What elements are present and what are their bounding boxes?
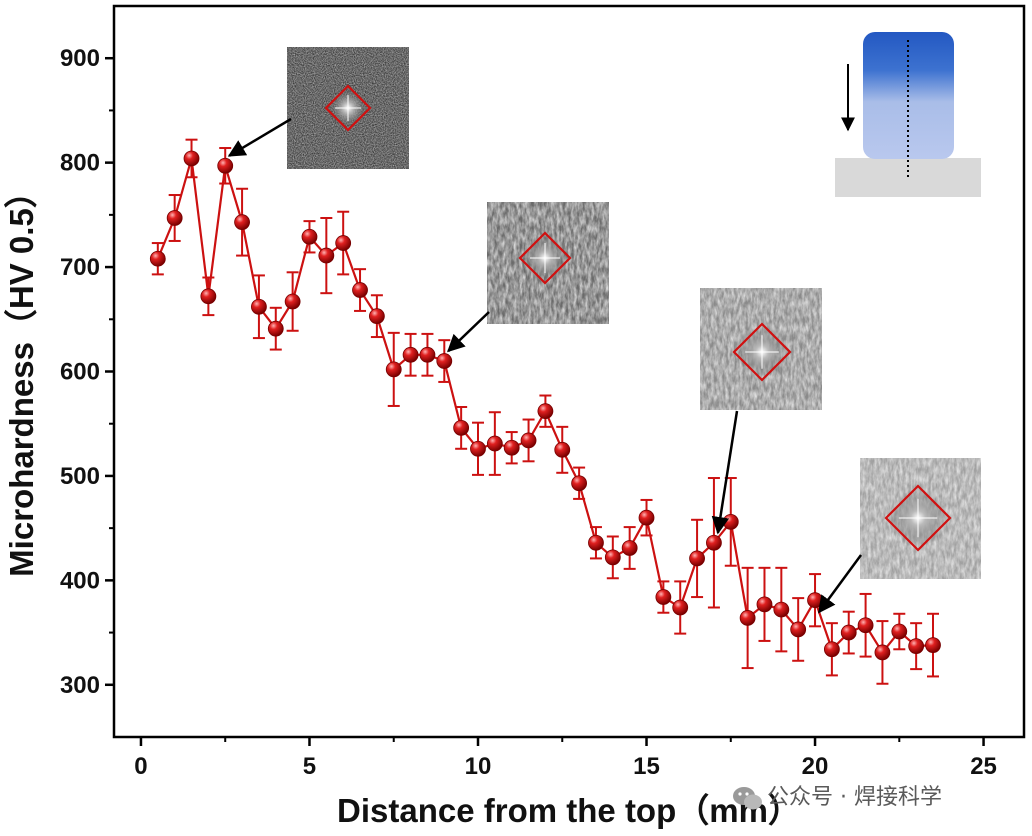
- data-point: [571, 475, 588, 492]
- data-point: [689, 550, 705, 567]
- data-point: [385, 361, 402, 378]
- watermark-text: 公众号 · 焊接科学: [767, 785, 942, 810]
- indent-diamond: [518, 231, 572, 285]
- sample-schematic: [835, 32, 981, 197]
- data-point: [790, 621, 807, 638]
- micrograph-indent-4: [860, 458, 981, 579]
- data-point: [925, 637, 941, 654]
- data-point: [604, 549, 621, 566]
- y-tick-label: 400: [60, 567, 100, 594]
- data-point: [857, 617, 874, 634]
- x-tick-label: 0: [134, 753, 147, 780]
- y-tick-label: 300: [60, 672, 100, 699]
- micrograph-indent-2: [487, 202, 609, 324]
- y-axis-title: Microhardness（HV 0.5）: [3, 175, 40, 577]
- indent-diamond: [884, 484, 952, 552]
- plot-area: 0 5 10 15 20 25 300 400 500 600 700 800 900 Distance …: [3, 4, 1026, 829]
- y-tick-label: 800: [60, 150, 100, 177]
- inset-arrow: [227, 117, 292, 157]
- data-point: [453, 419, 470, 436]
- data-point: [503, 439, 520, 456]
- data-point: [588, 534, 604, 551]
- data-point: [520, 432, 537, 449]
- data-point: [554, 441, 571, 458]
- inset-arrow: [711, 410, 739, 535]
- data-point: [267, 320, 284, 337]
- x-tick-label: 25: [970, 753, 997, 780]
- data-point: [773, 601, 790, 618]
- y-tick-label: 900: [60, 45, 100, 72]
- data-point: [722, 513, 739, 530]
- indent-diamond: [324, 84, 372, 132]
- data-point: [537, 403, 554, 420]
- micrograph-indent-1: [287, 47, 409, 169]
- micrograph-indent-3: [700, 288, 822, 410]
- indent-diamond: [732, 322, 792, 382]
- watermark: 公众号 · 焊接科学: [733, 785, 942, 810]
- data-point: [891, 623, 908, 640]
- data-point: [318, 247, 335, 264]
- x-tick-label: 5: [303, 753, 316, 780]
- data-point: [840, 624, 857, 641]
- inset-arrow: [447, 311, 490, 353]
- data-point: [739, 610, 756, 626]
- x-tick-label: 20: [802, 753, 829, 780]
- data-point: [672, 599, 689, 616]
- data-point: [183, 150, 200, 167]
- data-point: [807, 592, 823, 609]
- data-point: [234, 214, 250, 231]
- data-point: [655, 589, 672, 605]
- data-point: [251, 298, 267, 315]
- data-point: [823, 641, 840, 658]
- data-point: [486, 435, 503, 452]
- data-point: [166, 210, 183, 226]
- data-point: [368, 308, 385, 325]
- data-point: [284, 293, 301, 310]
- data-point: [908, 638, 925, 655]
- substrate: [835, 158, 981, 197]
- x-axis-title: Distance from the top（mm）: [337, 792, 801, 829]
- data-point: [621, 540, 638, 556]
- y-tick-label: 600: [60, 359, 100, 386]
- data-point: [706, 534, 722, 551]
- y-tick-label: 500: [60, 463, 100, 490]
- data-point: [217, 157, 234, 174]
- data-point: [200, 288, 217, 305]
- inset-arrow: [818, 554, 863, 614]
- data-point: [402, 346, 419, 363]
- data-point: [301, 228, 318, 245]
- data-point: [638, 509, 655, 526]
- data-point: [436, 353, 453, 369]
- y-tick-label: 700: [60, 254, 100, 281]
- data-point: [874, 644, 891, 661]
- x-tick-label: 10: [465, 753, 492, 780]
- data-point: [335, 235, 352, 251]
- data-point: [756, 596, 773, 613]
- insets: [227, 47, 981, 614]
- data-point: [419, 346, 436, 363]
- wechat-icon: [733, 787, 762, 810]
- data-point: [352, 282, 368, 298]
- data-point: [149, 250, 166, 267]
- x-tick-label: 15: [633, 753, 660, 780]
- data-point: [470, 440, 486, 457]
